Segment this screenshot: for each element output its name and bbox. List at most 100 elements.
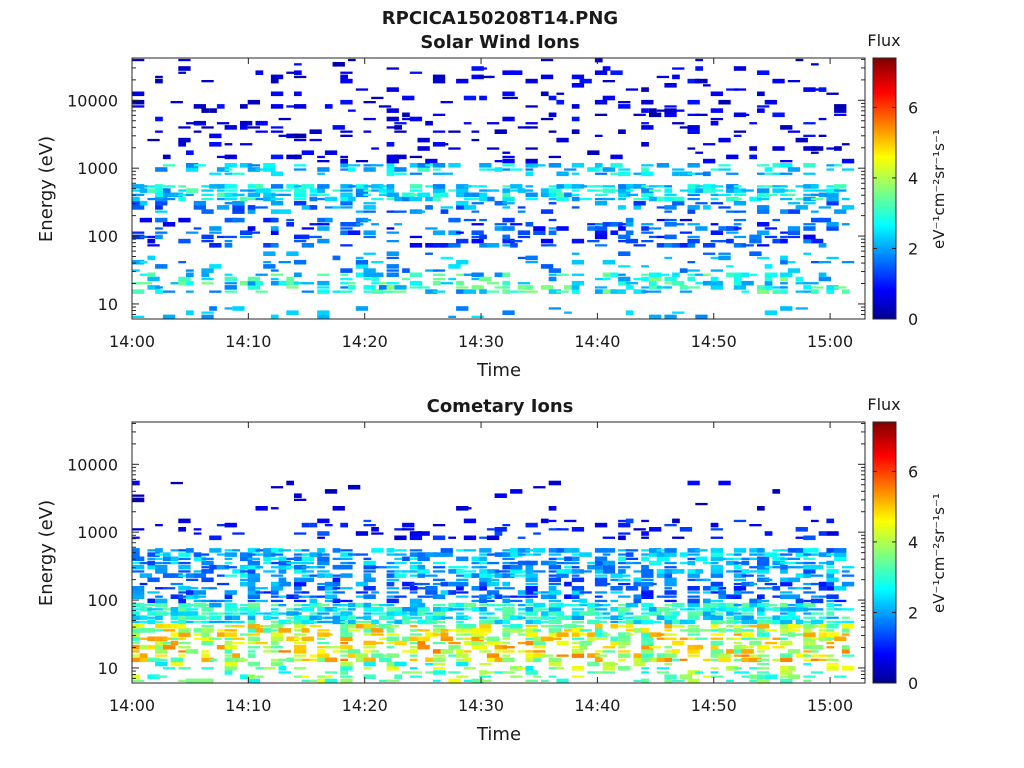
flux-cell	[602, 666, 615, 671]
flux-cell	[772, 172, 785, 175]
flux-cell	[726, 226, 739, 231]
flux-cell	[548, 130, 557, 133]
flux-cell	[317, 582, 330, 586]
flux-cell	[780, 670, 793, 675]
flux-cell	[270, 74, 284, 80]
flux-cell	[780, 678, 793, 684]
flux-cell	[471, 644, 484, 650]
flux-cell	[749, 640, 762, 646]
flux-cell	[155, 640, 168, 646]
flux-cell	[594, 574, 608, 577]
flux-cell	[378, 654, 392, 657]
flux-cell	[741, 612, 754, 615]
flux-cell	[139, 604, 152, 607]
y-tick-label: 10	[98, 295, 118, 314]
flux-cell	[162, 573, 176, 578]
flux-cell	[363, 557, 372, 560]
flux-cell	[348, 230, 361, 235]
flux-cell	[371, 653, 384, 658]
flux-cell	[155, 524, 163, 527]
flux-cell	[394, 561, 407, 565]
flux-cell	[278, 209, 291, 214]
flux-cell	[548, 553, 561, 556]
flux-cell	[710, 629, 723, 632]
flux-cell	[826, 611, 835, 616]
flux-cell	[494, 129, 507, 134]
flux-cell	[594, 628, 603, 633]
flux-cell	[757, 185, 765, 188]
flux-cell	[579, 611, 592, 616]
flux-cell	[162, 623, 176, 629]
flux-cell	[147, 619, 156, 625]
flux-cell	[594, 223, 608, 226]
flux-cell	[610, 586, 623, 591]
flux-cell	[764, 604, 777, 607]
flux-cell	[378, 679, 392, 682]
flux-cell	[602, 185, 615, 188]
flux-cell	[594, 99, 608, 105]
flux-cell	[540, 244, 554, 247]
flux-cell	[402, 556, 410, 562]
flux-cell	[664, 587, 673, 590]
flux-cell	[710, 653, 719, 658]
flux-cell	[309, 679, 318, 682]
flux-cell	[741, 675, 750, 678]
flux-cell	[340, 632, 353, 637]
flux-cell	[386, 192, 399, 198]
flux-cell	[155, 184, 163, 189]
flux-cell	[733, 130, 747, 133]
flux-cell	[548, 218, 557, 222]
flux-cell	[502, 280, 511, 286]
flux-cell	[371, 650, 379, 653]
flux-cell	[818, 581, 831, 587]
flux-cell	[757, 192, 770, 198]
flux-cell	[186, 122, 199, 125]
flux-cell	[247, 628, 260, 633]
flux-cell	[270, 595, 284, 598]
flux-cell	[718, 607, 731, 612]
flux-cell	[733, 608, 747, 611]
flux-cell	[564, 285, 577, 290]
flux-cell	[463, 185, 477, 188]
flux-cell	[270, 184, 284, 189]
flux-cell	[826, 599, 835, 603]
flux-cell	[733, 667, 742, 670]
flux-cell	[286, 280, 299, 286]
flux-cell	[162, 154, 171, 160]
flux-cell	[402, 192, 415, 198]
flux-cell	[757, 632, 770, 637]
flux-cell	[803, 122, 816, 125]
flux-cell	[594, 632, 608, 637]
flux-cell	[649, 185, 662, 188]
flux-cell	[355, 620, 369, 624]
flux-cell	[733, 223, 742, 226]
flux-cell	[224, 290, 237, 293]
flux-cell	[571, 172, 580, 175]
flux-cell	[317, 612, 330, 615]
flux-cell	[340, 623, 348, 629]
flux-cell	[780, 553, 793, 556]
flux-cell	[556, 602, 565, 608]
flux-cell	[618, 607, 631, 612]
flux-cell	[517, 548, 531, 553]
flux-cell	[757, 667, 770, 670]
flux-cell	[162, 185, 176, 188]
flux-cell	[340, 134, 353, 137]
flux-cell	[132, 608, 145, 611]
flux-cell	[502, 581, 511, 587]
flux-cell	[278, 193, 291, 196]
flux-cell	[741, 290, 750, 293]
flux-cell	[795, 587, 808, 590]
flux-cell	[803, 608, 811, 611]
flux-cell	[641, 286, 654, 289]
flux-cell	[409, 189, 423, 192]
flux-cell	[317, 548, 325, 553]
flux-cell	[371, 223, 379, 226]
flux-cell	[178, 66, 191, 71]
flux-cell	[371, 619, 379, 625]
flux-cell	[432, 552, 446, 557]
flux-cell	[780, 172, 793, 175]
flux-cell	[155, 595, 163, 598]
flux-cell	[193, 628, 202, 633]
flux-cell	[432, 611, 446, 616]
